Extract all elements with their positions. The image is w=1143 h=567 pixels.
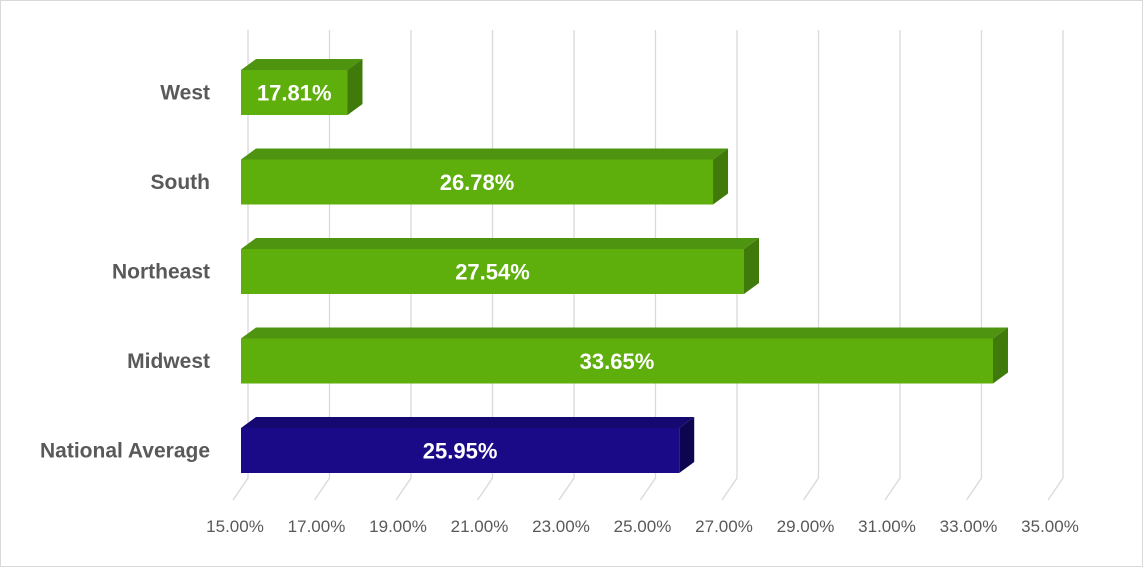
- bar-side-south: [713, 148, 729, 205]
- gridline-10: [1047, 30, 1064, 501]
- category-label-national-average: National Average: [40, 440, 210, 463]
- category-label-northeast: Northeast: [112, 261, 210, 284]
- category-label-west: West: [160, 82, 210, 105]
- gridline-7: [802, 30, 820, 501]
- bar-side-midwest: [992, 327, 1008, 384]
- bar-top-national-average: [241, 417, 695, 428]
- category-label-south: South: [151, 171, 210, 194]
- x-tick-label-3: 21.00%: [451, 517, 509, 536]
- x-tick-label-5: 25.00%: [614, 517, 672, 536]
- data-label-west: 17.81%: [257, 81, 332, 106]
- x-tick-label-7: 29.00%: [777, 517, 835, 536]
- bar-midwest: [241, 338, 993, 384]
- gridline-9: [965, 30, 983, 501]
- bar-side-national-average: [679, 417, 695, 473]
- bar-west: [241, 70, 348, 115]
- bar-top-south: [241, 148, 729, 160]
- data-label-south: 26.78%: [440, 170, 515, 195]
- x-tick-label-10: 35.00%: [1021, 517, 1079, 536]
- bar-top-midwest: [241, 327, 1008, 339]
- gridline-8: [884, 30, 901, 501]
- x-tick-label-9: 33.00%: [940, 517, 998, 536]
- bar-top-west: [241, 59, 363, 70]
- bar-side-west: [347, 59, 363, 115]
- bar-side-northeast: [744, 238, 760, 294]
- gridline-6: [721, 30, 738, 501]
- bar-national-average: [241, 428, 680, 473]
- x-tick-label-8: 31.00%: [858, 517, 916, 536]
- category-label-midwest: Midwest: [127, 350, 210, 373]
- data-label-national-average: 25.95%: [423, 439, 498, 464]
- data-label-midwest: 33.65%: [580, 349, 655, 374]
- bar-top-northeast: [241, 238, 760, 249]
- x-tick-label-4: 23.00%: [532, 517, 590, 536]
- x-tick-label-2: 19.00%: [369, 517, 427, 536]
- bar-northeast: [241, 249, 745, 294]
- x-tick-label-0: 15.00%: [206, 517, 264, 536]
- data-label-northeast: 27.54%: [455, 260, 530, 285]
- bar-south: [241, 159, 714, 205]
- x-tick-label-6: 27.00%: [695, 517, 753, 536]
- x-tick-label-1: 17.00%: [288, 517, 346, 536]
